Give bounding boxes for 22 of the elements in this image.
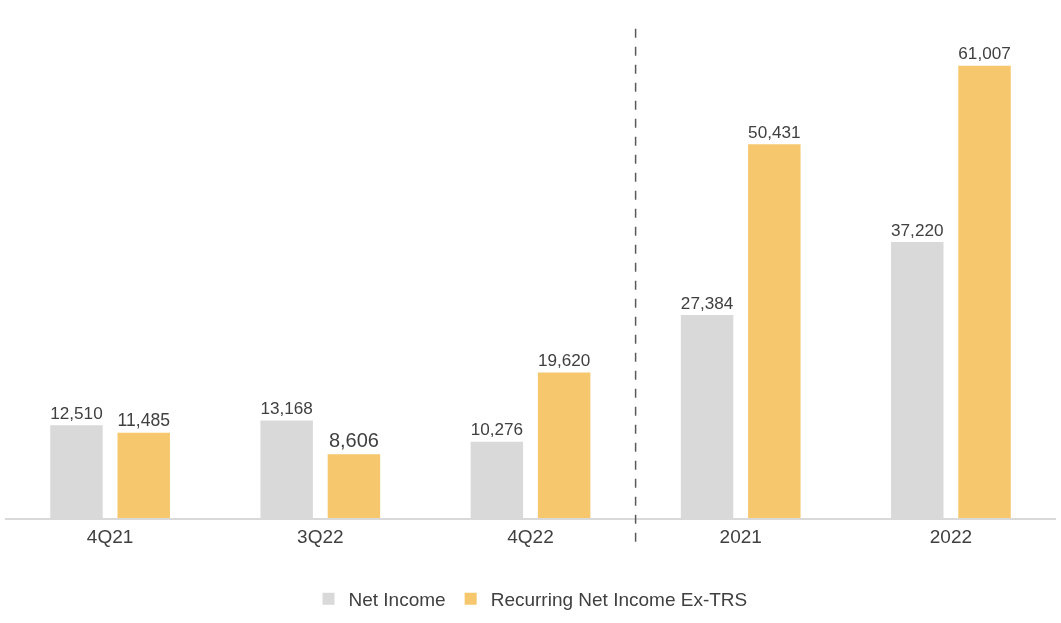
- legend-label: Recurring Net Income Ex-TRS: [490, 589, 748, 611]
- data-label: 27,384: [680, 292, 734, 313]
- data-label: 19,620: [537, 350, 591, 371]
- bar: [748, 144, 801, 518]
- x-tick-label: 2021: [719, 525, 762, 547]
- bar: [327, 454, 381, 518]
- data-label: 37,220: [891, 219, 944, 240]
- bar: [537, 372, 591, 518]
- data-label: 12,510: [50, 402, 103, 423]
- legend-label: Net Income: [348, 589, 446, 611]
- bar: [958, 65, 1011, 518]
- x-tick-label: 4Q21: [86, 525, 134, 547]
- x-tick-label: 2022: [929, 525, 973, 547]
- data-label: 8,606: [328, 429, 379, 452]
- data-label: 50,431: [748, 121, 801, 142]
- x-tick-label: 3Q22: [297, 525, 344, 547]
- data-label: 11,485: [117, 410, 171, 431]
- data-label: 61,007: [958, 43, 1011, 64]
- x-tick-label: 4Q22: [507, 525, 554, 547]
- data-label: 10,276: [470, 419, 524, 440]
- bar: [117, 432, 170, 518]
- data-label: 13,168: [260, 397, 313, 418]
